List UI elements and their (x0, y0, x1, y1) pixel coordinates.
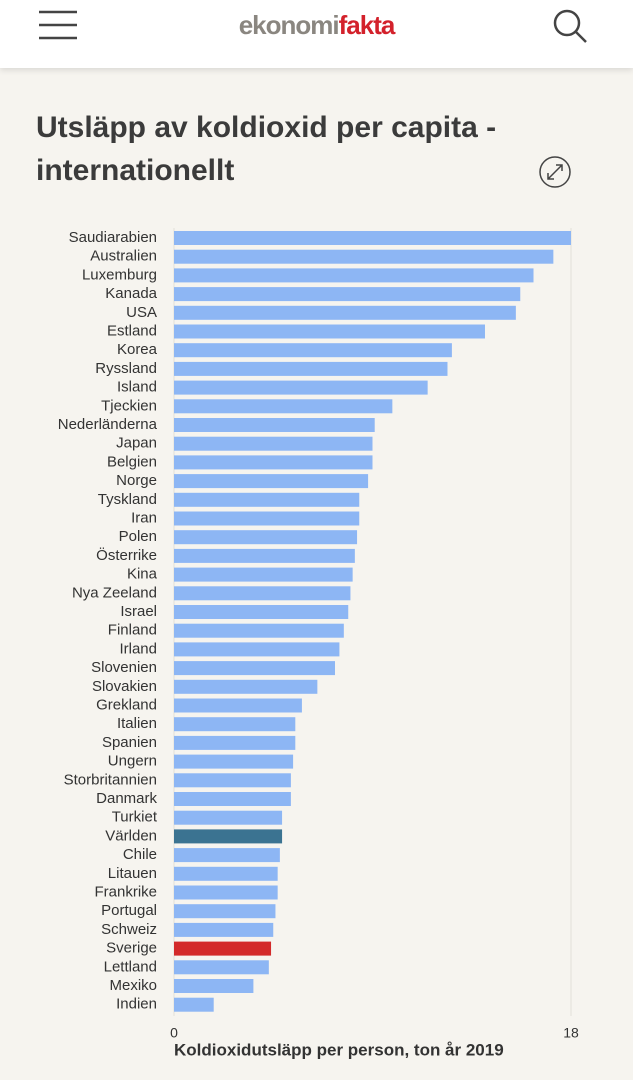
bar (174, 530, 358, 545)
bar (174, 979, 254, 993)
bar (174, 866, 278, 881)
bar (174, 324, 485, 339)
y-tick-label: Israel (120, 603, 157, 620)
bar (174, 249, 554, 264)
y-tick-label: Italien (117, 715, 157, 732)
search-button[interactable] (553, 9, 587, 43)
y-tick-label: Mexiko (109, 977, 157, 994)
bar (174, 735, 296, 750)
y-tick-label: Australien (90, 248, 157, 265)
bar (174, 380, 428, 395)
x-tick-label: 0 (170, 1025, 178, 1041)
y-tick-label: Saudiarabien (69, 229, 157, 246)
y-tick-label: Danmark (96, 790, 157, 807)
y-tick-label: Estland (107, 322, 157, 339)
y-tick-label: Österrike (96, 546, 157, 564)
y-tick-label: Iran (131, 509, 157, 526)
y-tick-label: Spanien (102, 734, 157, 751)
y-tick-label: Sverige (106, 940, 157, 957)
y-tick-label: Kina (127, 566, 158, 583)
bar (174, 399, 393, 414)
bar (174, 305, 516, 320)
bar (174, 361, 448, 376)
x-tick-label: 18 (563, 1025, 579, 1041)
y-tick-label: Frankrike (94, 883, 157, 900)
bar (174, 548, 355, 563)
bar (174, 773, 291, 788)
bar (174, 698, 302, 713)
bar (174, 268, 534, 283)
header: ekonomifakta (0, 0, 633, 68)
y-tick-label: Grekland (96, 696, 157, 713)
y-tick-label: Japan (116, 435, 157, 452)
bar (174, 922, 274, 937)
bar (174, 941, 272, 956)
y-tick-label: Tjeckien (101, 397, 157, 414)
bar (174, 679, 318, 694)
y-tick-label: Korea (117, 341, 158, 358)
bar (174, 231, 571, 245)
y-tick-label: Luxemburg (82, 266, 157, 283)
bar (174, 754, 294, 769)
bar (174, 605, 349, 619)
y-tick-label: Irland (119, 640, 157, 657)
y-tick-label: Finland (108, 622, 157, 639)
y-tick-label: Tyskland (98, 491, 157, 508)
bar (174, 997, 214, 1012)
y-tick-label: Norge (116, 472, 157, 489)
bar (174, 792, 291, 806)
y-tick-label: Portugal (101, 902, 157, 919)
logo-part: ekonomi (238, 10, 340, 40)
bar (174, 586, 351, 601)
y-tick-label: Världen (105, 827, 157, 844)
y-tick-label: Slovakien (92, 678, 157, 695)
bar (174, 287, 521, 302)
bar (174, 492, 360, 507)
bar (174, 455, 373, 470)
y-tick-label: Litauen (108, 865, 157, 882)
header-icons (39, 9, 587, 43)
y-tick-label: Kanada (105, 285, 157, 302)
y-tick-label: Nederländerna (58, 416, 158, 433)
logo[interactable]: ekonomifakta (0, 10, 633, 41)
y-tick-label: Turkiet (112, 809, 158, 826)
menu-button[interactable] (39, 10, 77, 40)
y-tick-label: Schweiz (101, 921, 157, 938)
bar (174, 848, 280, 863)
y-tick-label: Island (117, 379, 157, 396)
bar (174, 567, 353, 582)
y-tick-label: Lettland (104, 958, 157, 975)
bar (174, 661, 336, 676)
bar (174, 343, 452, 358)
y-tick-label: Nya Zeeland (72, 584, 157, 601)
y-tick-label: USA (126, 304, 157, 321)
y-tick-label: Ungern (108, 753, 157, 770)
y-tick-label: Belgien (107, 453, 157, 470)
y-tick-label: Indien (116, 996, 157, 1013)
y-tick-label: Ryssland (95, 360, 157, 377)
bar (174, 436, 373, 451)
bar (174, 904, 276, 919)
bar (174, 829, 283, 844)
bar (174, 623, 344, 638)
y-tick-label: Storbritannien (64, 771, 157, 788)
expand-button[interactable] (539, 156, 571, 188)
y-tick-label: Polen (119, 528, 157, 545)
bar (174, 717, 296, 732)
bar (174, 474, 369, 489)
y-tick-label: Chile (123, 846, 157, 863)
bar (174, 885, 278, 900)
bar (174, 418, 375, 432)
x-axis-label: Koldioxidutsläpp per person, ton år 2019 (174, 1040, 504, 1059)
bar (174, 511, 360, 526)
bar (174, 642, 340, 657)
bar (174, 960, 269, 975)
chart-title: Utsläpp av koldioxid per capita - intern… (36, 111, 497, 187)
bar (174, 810, 283, 825)
y-tick-label: Slovenien (91, 659, 157, 676)
logo-part: fakta (338, 10, 396, 40)
